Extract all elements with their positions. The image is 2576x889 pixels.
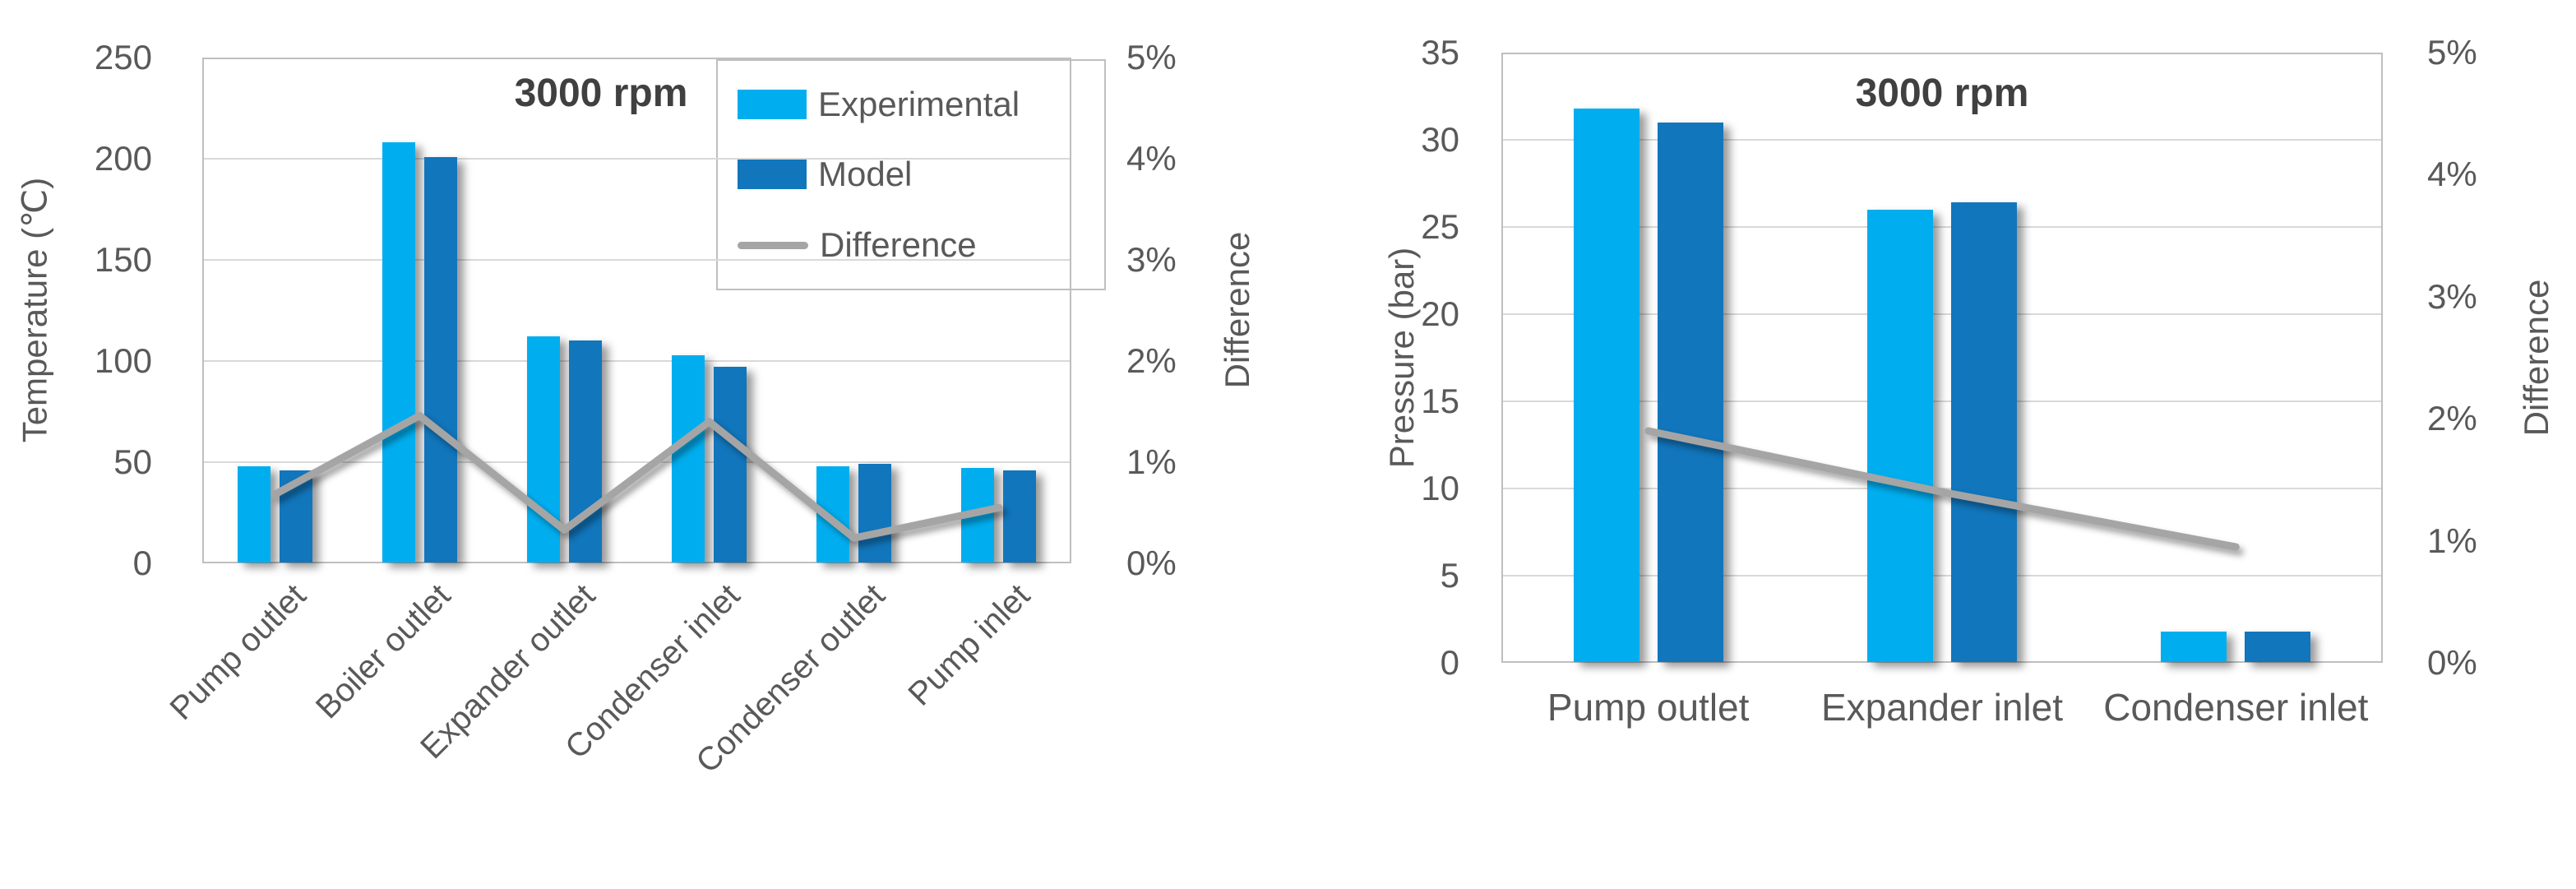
- bar-experimental-pump-inlet: [961, 468, 995, 563]
- y-axis-tick-label: 35: [1421, 33, 1459, 72]
- bar-model-pump-outlet: [279, 470, 312, 563]
- gridline: [1501, 313, 2383, 315]
- bar-experimental-condenser-outlet: [816, 465, 850, 563]
- bar-model-condenser-outlet: [858, 464, 892, 563]
- y2-axis-tick-label: 1%: [2427, 521, 2477, 560]
- x-axis-label: Expander inlet: [1820, 686, 2064, 729]
- bar-model-boiler-outlet: [423, 156, 457, 563]
- legend-item-model: Model: [738, 155, 1104, 194]
- right-y-axis-title: Pressure (bar): [1382, 247, 1421, 469]
- y-axis-tick-label: 5: [1440, 556, 1459, 595]
- y-axis-tick-label: 25: [1421, 207, 1459, 246]
- bar-model-condenser-inlet: [2245, 631, 2311, 662]
- model-swatch-icon: [738, 160, 807, 190]
- y2-axis-tick-label: 5%: [2427, 33, 2477, 72]
- legend-label-experimental: Experimental: [818, 84, 1020, 123]
- bar-experimental-condenser-inlet: [672, 354, 705, 563]
- y2-axis-tick-label: 5%: [1126, 38, 1177, 76]
- gridline: [202, 259, 1071, 261]
- y2-axis-tick-label: 3%: [1126, 240, 1177, 279]
- y-axis-tick-label: 0: [1440, 643, 1459, 682]
- gridline: [1501, 226, 2383, 228]
- y-axis-tick-label: 150: [94, 240, 152, 279]
- y2-axis-tick-label: 2%: [2427, 399, 2477, 438]
- bar-experimental-expander-inlet: [1867, 209, 1933, 662]
- y2-axis-tick-label: 4%: [2427, 155, 2477, 194]
- y-axis-tick-label: 0: [132, 544, 152, 582]
- bar-experimental-condenser-inlet: [2161, 631, 2227, 662]
- gridline: [1501, 575, 2383, 576]
- bar-experimental-pump-outlet: [237, 465, 271, 563]
- x-axis-label: Boiler outlet: [308, 577, 458, 726]
- x-axis-label: Condenser inlet: [2103, 686, 2369, 729]
- y-axis-tick-label: 100: [94, 341, 152, 380]
- x-axis-label: Pump outlet: [1547, 686, 1750, 729]
- plot-area-border: [202, 58, 1071, 563]
- y-axis-tick-label: 200: [94, 139, 152, 178]
- x-axis-label: Pump inlet: [901, 577, 1038, 713]
- difference-line-swatch-icon: [738, 241, 808, 249]
- y-axis-tick-label: 50: [113, 442, 152, 481]
- y-axis-tick-label: 10: [1421, 469, 1459, 507]
- legend-label-model: Model: [818, 155, 913, 194]
- x-axis-label: Pump outlet: [163, 577, 313, 728]
- y-axis-tick-label: 20: [1421, 294, 1459, 333]
- y-axis-tick-label: 15: [1421, 382, 1459, 420]
- bar-model-condenser-inlet: [714, 367, 747, 563]
- y2-axis-tick-label: 1%: [1126, 442, 1177, 481]
- experimental-swatch-icon: [738, 89, 807, 119]
- bar-model-expander-inlet: [1951, 202, 2017, 662]
- plot-area-border: [1501, 53, 2383, 663]
- left-y-axis-title: Temperature (℃): [15, 177, 54, 443]
- bar-model-pump-outlet: [1657, 122, 1723, 662]
- gridline: [1501, 401, 2383, 402]
- bar-model-expander-outlet: [568, 340, 602, 563]
- y2-axis-tick-label: 3%: [2427, 276, 2477, 316]
- bar-experimental-pump-outlet: [1573, 108, 1639, 662]
- legend-item-experimental: Experimental: [738, 85, 1104, 124]
- gridline: [202, 158, 1071, 160]
- y2-axis-tick-label: 2%: [1126, 341, 1177, 380]
- gridline: [202, 360, 1071, 362]
- y-axis-tick-label: 30: [1421, 120, 1459, 159]
- y2-axis-tick-label: 0%: [1126, 544, 1177, 582]
- y2-axis-tick-label: 4%: [1126, 139, 1177, 178]
- right-chart-title: 3000 rpm: [1855, 72, 2029, 115]
- gridline: [1501, 139, 2383, 141]
- bar-experimental-expander-outlet: [526, 336, 560, 563]
- legend: Experimental Model Difference: [716, 59, 1106, 290]
- y2-axis-tick-label: 0%: [2427, 643, 2477, 682]
- legend-label-difference: Difference: [820, 225, 977, 265]
- legend-item-difference: Difference: [738, 225, 1104, 265]
- bar-experimental-boiler-outlet: [382, 142, 415, 563]
- y-axis-tick-label: 250: [94, 38, 152, 76]
- bar-model-pump-inlet: [1003, 470, 1037, 563]
- left-chart-title: 3000 rpm: [514, 72, 688, 115]
